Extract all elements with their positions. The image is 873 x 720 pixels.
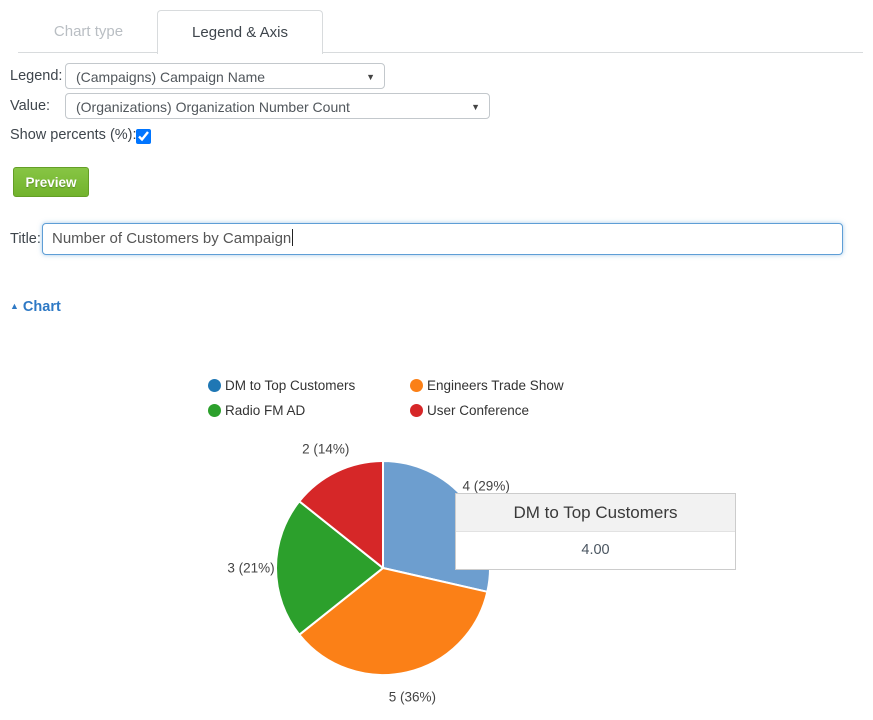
- title-field-label: Title:: [10, 231, 41, 247]
- text-cursor: [292, 229, 294, 246]
- slice-label-1: 5 (36%): [388, 689, 436, 705]
- legend-select-value: (Campaigns) Campaign Name: [76, 69, 266, 85]
- legend-field-label: Legend:: [10, 68, 63, 84]
- legend-item[interactable]: DM to Top Customers: [208, 378, 355, 393]
- legend-label: Engineers Trade Show: [427, 378, 564, 393]
- tabbar-divider: [18, 52, 863, 53]
- title-input-value: Number of Customers by Campaign: [52, 230, 292, 247]
- pie-slice-1[interactable]: [298, 567, 489, 676]
- dropdown-arrow-icon: ▼: [471, 102, 480, 112]
- value-select-value: (Organizations) Organization Number Coun…: [76, 99, 350, 115]
- legend-swatch-icon: [208, 379, 221, 392]
- chart-section-label: Chart: [22, 299, 61, 315]
- value-select[interactable]: (Organizations) Organization Number Coun…: [65, 93, 490, 119]
- legend-item[interactable]: User Conference: [410, 403, 529, 418]
- pie-slice-3[interactable]: [298, 460, 384, 569]
- preview-button[interactable]: Preview: [13, 167, 89, 197]
- legend-label: User Conference: [427, 403, 530, 418]
- show-percents-label: Show percents (%):: [10, 127, 137, 143]
- chart-section-toggle[interactable]: ▲ Chart: [10, 299, 61, 315]
- legend-swatch-icon: [410, 404, 423, 417]
- legend-label: DM to Top Customers: [225, 378, 356, 393]
- dropdown-arrow-icon: ▼: [366, 72, 375, 82]
- slice-label-3: 2 (14%): [302, 441, 350, 457]
- tooltip-value: 4.00: [581, 542, 610, 558]
- tab-chart-type[interactable]: Chart type: [53, 23, 124, 40]
- pie-slice-2[interactable]: [275, 500, 384, 636]
- legend-item[interactable]: Engineers Trade Show: [410, 378, 564, 393]
- legend-select[interactable]: (Campaigns) Campaign Name ▼: [65, 63, 385, 89]
- legend-item[interactable]: Radio FM AD: [208, 403, 305, 418]
- tooltip-title: DM to Top Customers: [456, 494, 735, 532]
- chart-tooltip: DM to Top Customers 4.00: [455, 493, 736, 570]
- legend-swatch-icon: [410, 379, 423, 392]
- slice-label-0: 4 (29%): [462, 478, 510, 494]
- value-field-label: Value:: [10, 98, 51, 114]
- title-input[interactable]: Number of Customers by Campaign: [42, 223, 843, 255]
- legend-swatch-icon: [208, 404, 221, 417]
- tab-legend-axis[interactable]: Legend & Axis: [157, 10, 323, 54]
- slice-label-2: 3 (21%): [227, 560, 275, 576]
- triangle-up-icon: ▲: [10, 301, 19, 311]
- show-percents-checkbox[interactable]: [136, 129, 151, 144]
- legend-label: Radio FM AD: [225, 403, 306, 418]
